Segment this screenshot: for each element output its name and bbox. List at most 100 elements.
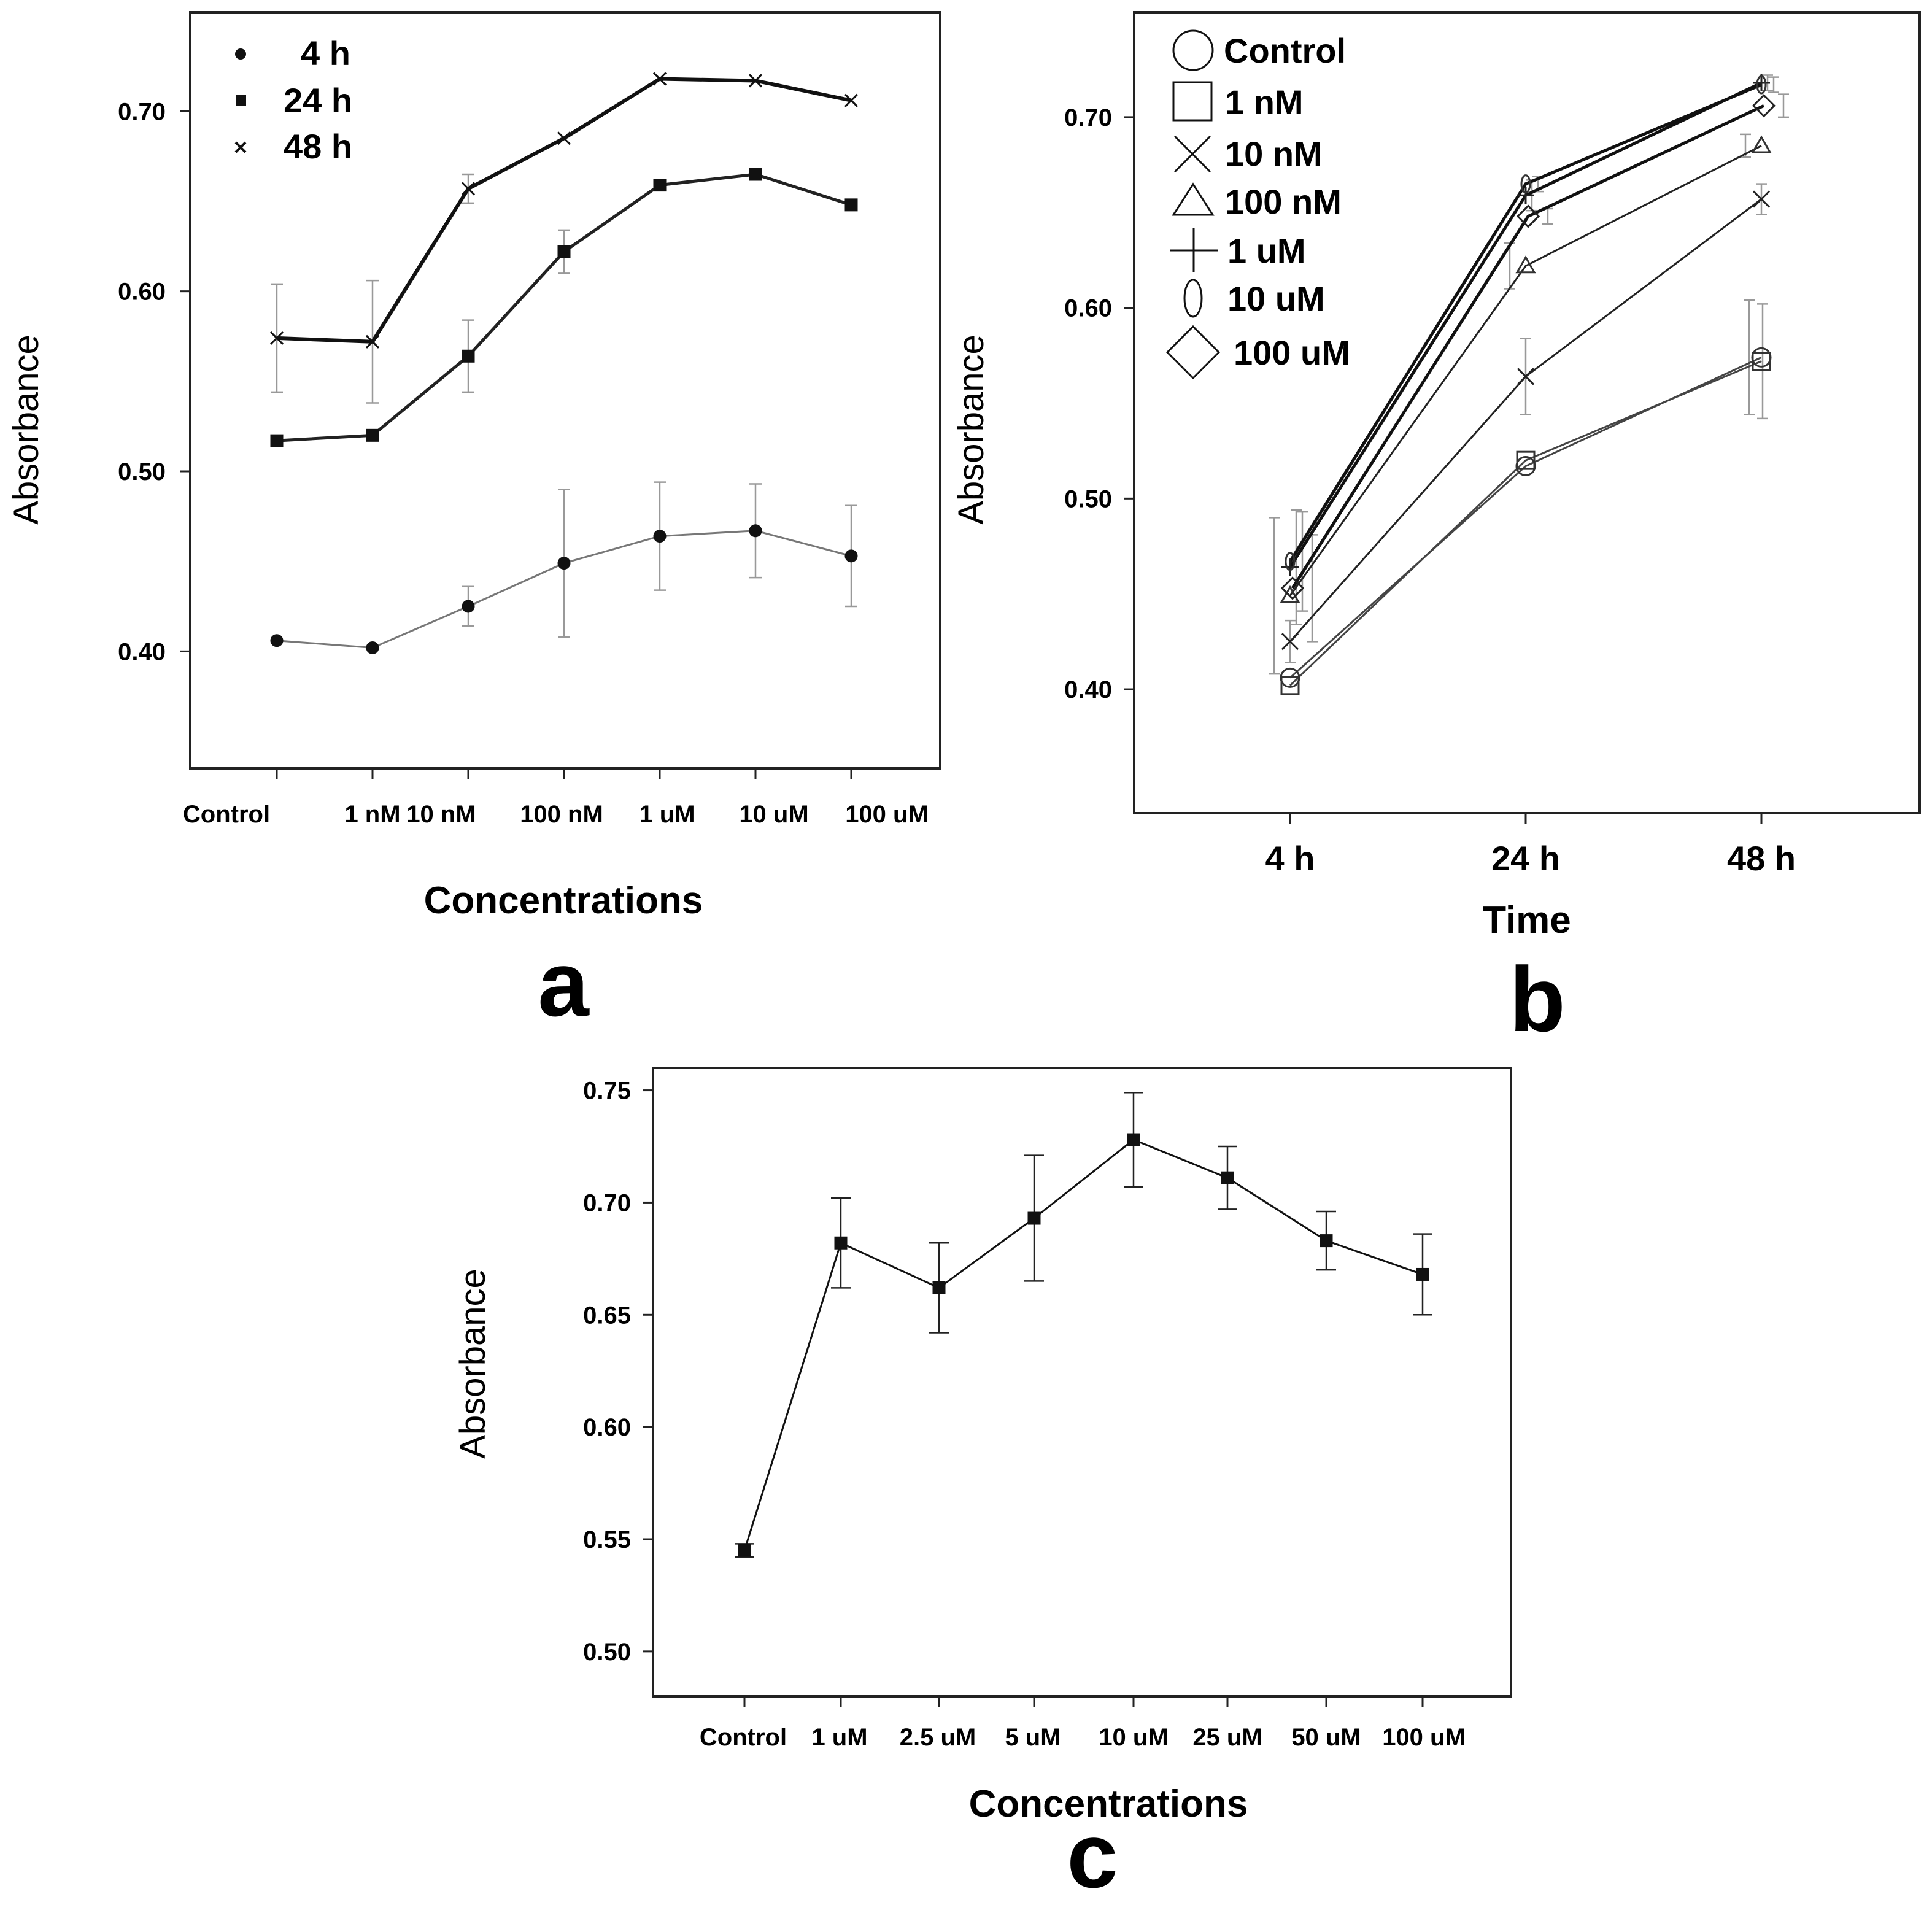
x-tick-label: Control [700, 1724, 787, 1751]
data-point-square [462, 349, 475, 363]
panel-a-x-ticks: Control 1 nM 10 nM 100 nM 1 uM 10 uM 100 uM [183, 768, 929, 828]
y-tick-label: 0.70 [118, 98, 166, 125]
panel-a-chart: 0.40 0.50 0.60 0.70 Control 1 nM 10 nM 100 nM 1… [6, 11, 941, 1035]
legend-1nm-label: 1 nM [1225, 83, 1304, 122]
panel-c-series-lines [743, 1138, 1423, 1551]
y-tick-label: 0.50 [583, 1639, 631, 1666]
data-point-circle [462, 600, 475, 613]
panel-b-markers [1280, 74, 1776, 695]
legend-24h-marker [236, 95, 246, 106]
data-point-circle [557, 557, 571, 570]
data-point-x [748, 74, 763, 88]
series-line-100-um [1291, 104, 1765, 589]
x-tick-label: Control [183, 801, 270, 828]
x-tick-label: 10 nM [406, 801, 476, 828]
y-tick-label: 0.40 [118, 638, 166, 665]
x-tick-label: 2.5 uM [900, 1724, 976, 1751]
series-line-100-nm [1289, 145, 1762, 597]
data-point-square [366, 428, 379, 442]
panel-b-plot-frame [1133, 11, 1921, 814]
x-tick-label: 1 uM [811, 1724, 867, 1751]
legend-48h-marker [234, 141, 247, 153]
legend-control-label: Control [1224, 31, 1346, 70]
x-tick-label: 4 h [1265, 839, 1315, 878]
legend-10nm-label: 10 nM [1225, 134, 1323, 173]
x-tick-label: 25 uM [1192, 1724, 1262, 1751]
panel-c-markers [738, 1133, 1429, 1557]
panel-b-x-axis-title: Time [1483, 899, 1571, 941]
data-point-x [652, 72, 667, 86]
data-point-square [557, 245, 571, 258]
y-tick-label: 0.65 [583, 1302, 631, 1329]
panel-b-y-ticks: 0.40 0.50 0.60 0.70 [1064, 104, 1134, 703]
y-tick-label: 0.70 [583, 1189, 631, 1216]
data-point-x [269, 331, 284, 345]
x-tick-label: 10 uM [739, 801, 808, 828]
legend-48h-label: 48 h [284, 127, 352, 166]
series-line-absorbance [743, 1138, 1423, 1551]
x-tick-label: 24 h [1491, 839, 1560, 878]
y-tick-label: 0.60 [583, 1414, 631, 1441]
y-tick-label: 0.40 [1064, 676, 1112, 703]
y-tick-label: 0.50 [1064, 485, 1112, 512]
data-point-circle [366, 641, 379, 654]
data-point-triangle [1751, 135, 1772, 153]
panel-a-y-ticks: 0.40 0.50 0.60 0.70 [118, 98, 190, 665]
legend-4h-label: 4 h [301, 34, 350, 72]
data-point-circle [749, 524, 762, 538]
data-point-plus [1517, 187, 1534, 204]
data-point-triangle [1280, 585, 1300, 603]
data-point-x [844, 93, 859, 107]
panel-c-plot-frame [652, 1067, 1512, 1698]
data-point-square [738, 1544, 751, 1557]
series-line-1-um [1288, 81, 1763, 568]
x-tick-label: 1 nM [344, 801, 400, 828]
panel-a-label: a [538, 932, 590, 1035]
panel-a-legend: 4 h 24 h 48 h [234, 34, 352, 166]
legend-24h-label: 24 h [284, 81, 352, 120]
x-tick-label: 100 nM [520, 801, 603, 828]
series-line-1-nm [1289, 360, 1762, 686]
data-point-x [1281, 633, 1299, 651]
panel-c-x-ticks: Control 1 uM 2.5 uM 5 uM 10 uM 25 uM 50 uM 100 … [700, 1696, 1466, 1751]
panel-c-y-ticks: 0.50 0.55 0.60 0.65 0.70 0.75 [583, 1078, 653, 1666]
legend-100nm-marker [1172, 182, 1215, 216]
data-point-square [1416, 1267, 1429, 1281]
x-tick-label: 10 uM [1099, 1724, 1168, 1751]
panel-b-chart: 0.40 0.50 0.60 0.70 4 h 24 h 48 h Control 1 n… [951, 11, 1921, 1051]
data-point-square [834, 1236, 848, 1250]
x-tick-label: 1 uM [639, 801, 695, 828]
data-point-x [1752, 190, 1771, 208]
y-tick-label: 0.70 [1064, 104, 1112, 131]
data-point-x [557, 131, 571, 145]
panel-a-x-axis-title: Concentrations [424, 879, 703, 922]
y-tick-label: 0.60 [1064, 295, 1112, 322]
data-point-ellipse [1520, 174, 1531, 194]
panel-c-x-axis-title: Concentrations [969, 1783, 1248, 1825]
data-point-square [1280, 676, 1300, 695]
data-point-triangle [1515, 255, 1536, 274]
legend-control-marker [1172, 29, 1214, 71]
series-line-10-um [1288, 83, 1762, 563]
legend-100um-label: 100 uM [1234, 333, 1350, 372]
data-point-x [365, 334, 380, 349]
data-point-x [1517, 368, 1535, 385]
data-point-square [1320, 1234, 1333, 1248]
x-tick-label: 50 uM [1291, 1724, 1361, 1751]
data-point-square [844, 198, 858, 212]
data-point-circle [270, 634, 284, 647]
data-point-square [1027, 1211, 1041, 1225]
panel-b-legend [1165, 29, 1221, 380]
data-point-square [270, 434, 284, 447]
panel-c-y-axis-title: Absorbance [453, 1269, 493, 1459]
data-point-square [653, 179, 667, 192]
data-point-ellipse [1756, 75, 1767, 95]
legend-1um-marker [1170, 228, 1218, 272]
panel-b-series-lines [1288, 81, 1765, 686]
data-point-square [749, 168, 762, 181]
legend-4h-marker [235, 48, 246, 60]
legend-100um-marker [1165, 325, 1221, 380]
panel-c-chart: 0.50 0.55 0.60 0.65 0.70 0.75 Control 1 uM 2.5 … [453, 1067, 1512, 1905]
y-tick-label: 0.60 [118, 279, 166, 306]
